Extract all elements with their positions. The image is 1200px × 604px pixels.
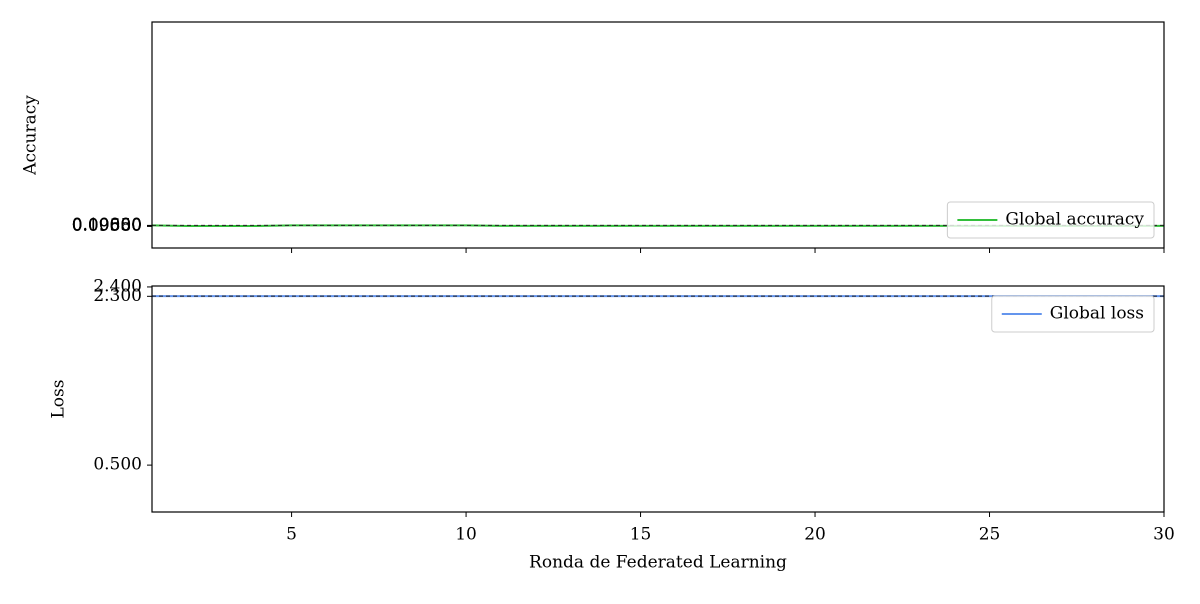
axes-frame	[151, 285, 1165, 513]
y-tick-label: 2.400	[93, 276, 142, 296]
y-tick-label: 0.09650	[72, 216, 142, 236]
x-tick-label: 5	[286, 525, 297, 545]
y-tick-label: 2.300	[93, 286, 142, 306]
x-tick-label: 25	[979, 525, 1001, 545]
legend-label: Global accuracy	[1005, 210, 1144, 230]
y-tick-label: 0.09580	[72, 216, 142, 236]
legend-box	[946, 201, 1155, 239]
y-tick-label: 0.09800	[72, 215, 142, 235]
legend: Global accuracy	[946, 201, 1155, 239]
legend: Global loss	[991, 295, 1155, 333]
x-axis-label: Ronda de Federated Learning	[529, 553, 787, 573]
y-tick-label: 0.10000	[72, 215, 142, 235]
legend-label: Global loss	[1050, 304, 1144, 324]
y-axis-label: Accuracy	[21, 95, 41, 176]
y-axis-label: Loss	[49, 380, 69, 419]
y-tick-label: 0.500	[93, 455, 142, 475]
x-tick-label: 15	[630, 525, 652, 545]
axes-frame	[151, 21, 1165, 249]
x-tick-label: 20	[804, 525, 826, 545]
x-tick-label: 30	[1153, 525, 1175, 545]
x-tick-label: 10	[455, 525, 477, 545]
legend-box	[991, 295, 1155, 333]
